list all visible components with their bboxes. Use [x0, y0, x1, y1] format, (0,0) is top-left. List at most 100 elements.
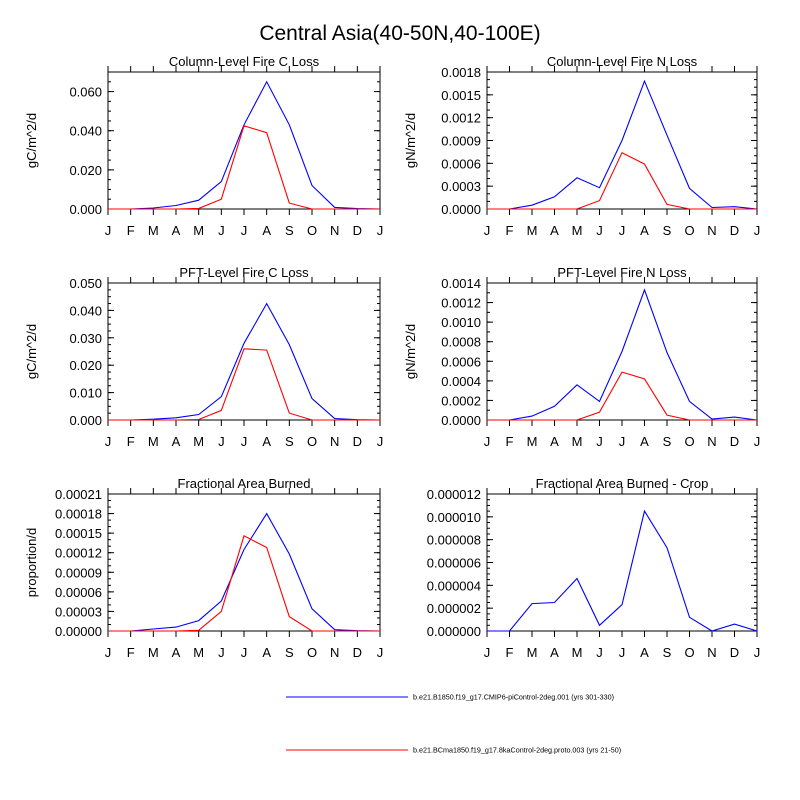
x-tick-label: S	[285, 223, 294, 238]
y-tick-label: 0.000002	[427, 601, 481, 616]
x-tick-label: A	[262, 434, 271, 449]
plot-frame	[107, 493, 381, 632]
x-tick-label: S	[285, 434, 294, 449]
x-tick-label: J	[377, 223, 384, 238]
series-line-blue	[108, 512, 381, 632]
x-tick-label: A	[172, 645, 181, 660]
x-tick-label: D	[353, 434, 362, 449]
plot-frame	[486, 493, 758, 632]
y-tick-label: 0.000008	[427, 533, 481, 548]
y-tick-label: 0.000010	[427, 510, 481, 525]
y-tick-label: 0.0000	[441, 202, 481, 217]
x-tick-label: J	[105, 645, 112, 660]
y-tick-label: 0.0010	[441, 315, 481, 330]
x-tick-label: M	[527, 645, 538, 660]
y-tick-label: 0.00015	[55, 526, 102, 541]
figure-title: Central Asia(40-50N,40-100E)	[259, 22, 540, 45]
x-tick-label: D	[353, 645, 362, 660]
legend-label: b.e21.BCma1850.f19_g17.8kaControl-2deg.p…	[413, 746, 621, 755]
x-tick-label: F	[506, 645, 514, 660]
x-tick-label: J	[484, 645, 491, 660]
y-tick-label: 0.0006	[441, 354, 481, 369]
y-tick-label: 0.0002	[441, 393, 481, 408]
x-tick-label: M	[572, 434, 583, 449]
y-axis-label: gN/m^2/d	[403, 324, 418, 379]
plot-frame	[107, 71, 381, 210]
x-tick-label: N	[330, 434, 339, 449]
chart-title: Column-Level Fire N Loss	[547, 54, 698, 69]
x-tick-label: J	[241, 223, 248, 238]
series-line-blue	[108, 302, 381, 421]
legend-label: b.e21.B1850.f19_g17.CMIP6-piControl-2deg…	[413, 693, 614, 702]
chart-title: PFT-Level Fire C Loss	[179, 265, 309, 280]
y-tick-label: 0.000004	[427, 578, 481, 593]
x-tick-label: A	[172, 434, 181, 449]
x-tick-label: M	[148, 645, 159, 660]
x-tick-label: O	[684, 645, 694, 660]
x-tick-label: J	[241, 645, 248, 660]
y-axis-label: gC/m^2/d	[24, 324, 39, 379]
x-tick-label: M	[193, 645, 204, 660]
x-tick-label: J	[754, 223, 761, 238]
y-tick-label: 0.00009	[55, 565, 102, 580]
y-tick-label: 0.00021	[55, 487, 102, 502]
x-tick-label: D	[730, 645, 739, 660]
x-tick-label: D	[730, 434, 739, 449]
series-line-red	[487, 151, 757, 210]
series-line-blue	[108, 80, 381, 210]
series-line-blue	[487, 509, 758, 632]
x-tick-label: S	[663, 645, 672, 660]
x-tick-label: A	[550, 434, 559, 449]
y-tick-label: 0.00018	[55, 507, 102, 522]
x-tick-label: J	[377, 645, 384, 660]
x-tick-label: N	[330, 223, 339, 238]
series-line-red	[108, 125, 380, 210]
legend-item: b.e21.B1850.f19_g17.CMIP6-piControl-2deg…	[286, 693, 614, 702]
x-tick-label: F	[127, 434, 135, 449]
x-tick-label: N	[707, 223, 716, 238]
y-tick-label: 0.0000	[441, 413, 481, 428]
x-tick-label: F	[127, 223, 135, 238]
y-tick-label: 0.040	[69, 124, 102, 139]
x-tick-label: J	[241, 434, 248, 449]
series-line-blue	[487, 288, 758, 421]
x-tick-label: D	[730, 223, 739, 238]
x-tick-label: J	[105, 434, 112, 449]
x-tick-label: A	[640, 434, 649, 449]
y-tick-label: 0.030	[69, 331, 102, 346]
y-tick-label: 0.0006	[441, 156, 481, 171]
x-tick-label: A	[172, 223, 181, 238]
y-tick-label: 0.00003	[55, 604, 102, 619]
y-tick-label: 0.000	[69, 413, 102, 428]
x-tick-label: A	[550, 223, 559, 238]
chart-title: Fractional Area Burned	[178, 476, 311, 491]
x-tick-label: S	[663, 434, 672, 449]
y-tick-label: 0.0014	[441, 276, 481, 291]
y-tick-label: 0.0004	[441, 374, 481, 389]
legend: b.e21.B1850.f19_g17.CMIP6-piControl-2deg…	[286, 693, 621, 755]
x-tick-label: J	[596, 223, 603, 238]
x-tick-label: M	[148, 434, 159, 449]
x-tick-label: J	[754, 434, 761, 449]
x-tick-label: M	[527, 434, 538, 449]
x-tick-label: N	[707, 645, 716, 660]
x-tick-label: M	[572, 645, 583, 660]
y-tick-label: 0.00012	[55, 546, 102, 561]
x-tick-label: O	[684, 223, 694, 238]
legend-item: b.e21.BCma1850.f19_g17.8kaControl-2deg.p…	[286, 746, 621, 755]
y-tick-label: 0.0003	[441, 179, 481, 194]
x-tick-label: M	[193, 434, 204, 449]
x-tick-label: F	[506, 434, 514, 449]
x-tick-label: S	[663, 223, 672, 238]
x-tick-label: O	[307, 434, 317, 449]
x-tick-label: A	[640, 645, 649, 660]
y-tick-label: 0.0012	[441, 111, 481, 126]
x-tick-label: D	[353, 223, 362, 238]
